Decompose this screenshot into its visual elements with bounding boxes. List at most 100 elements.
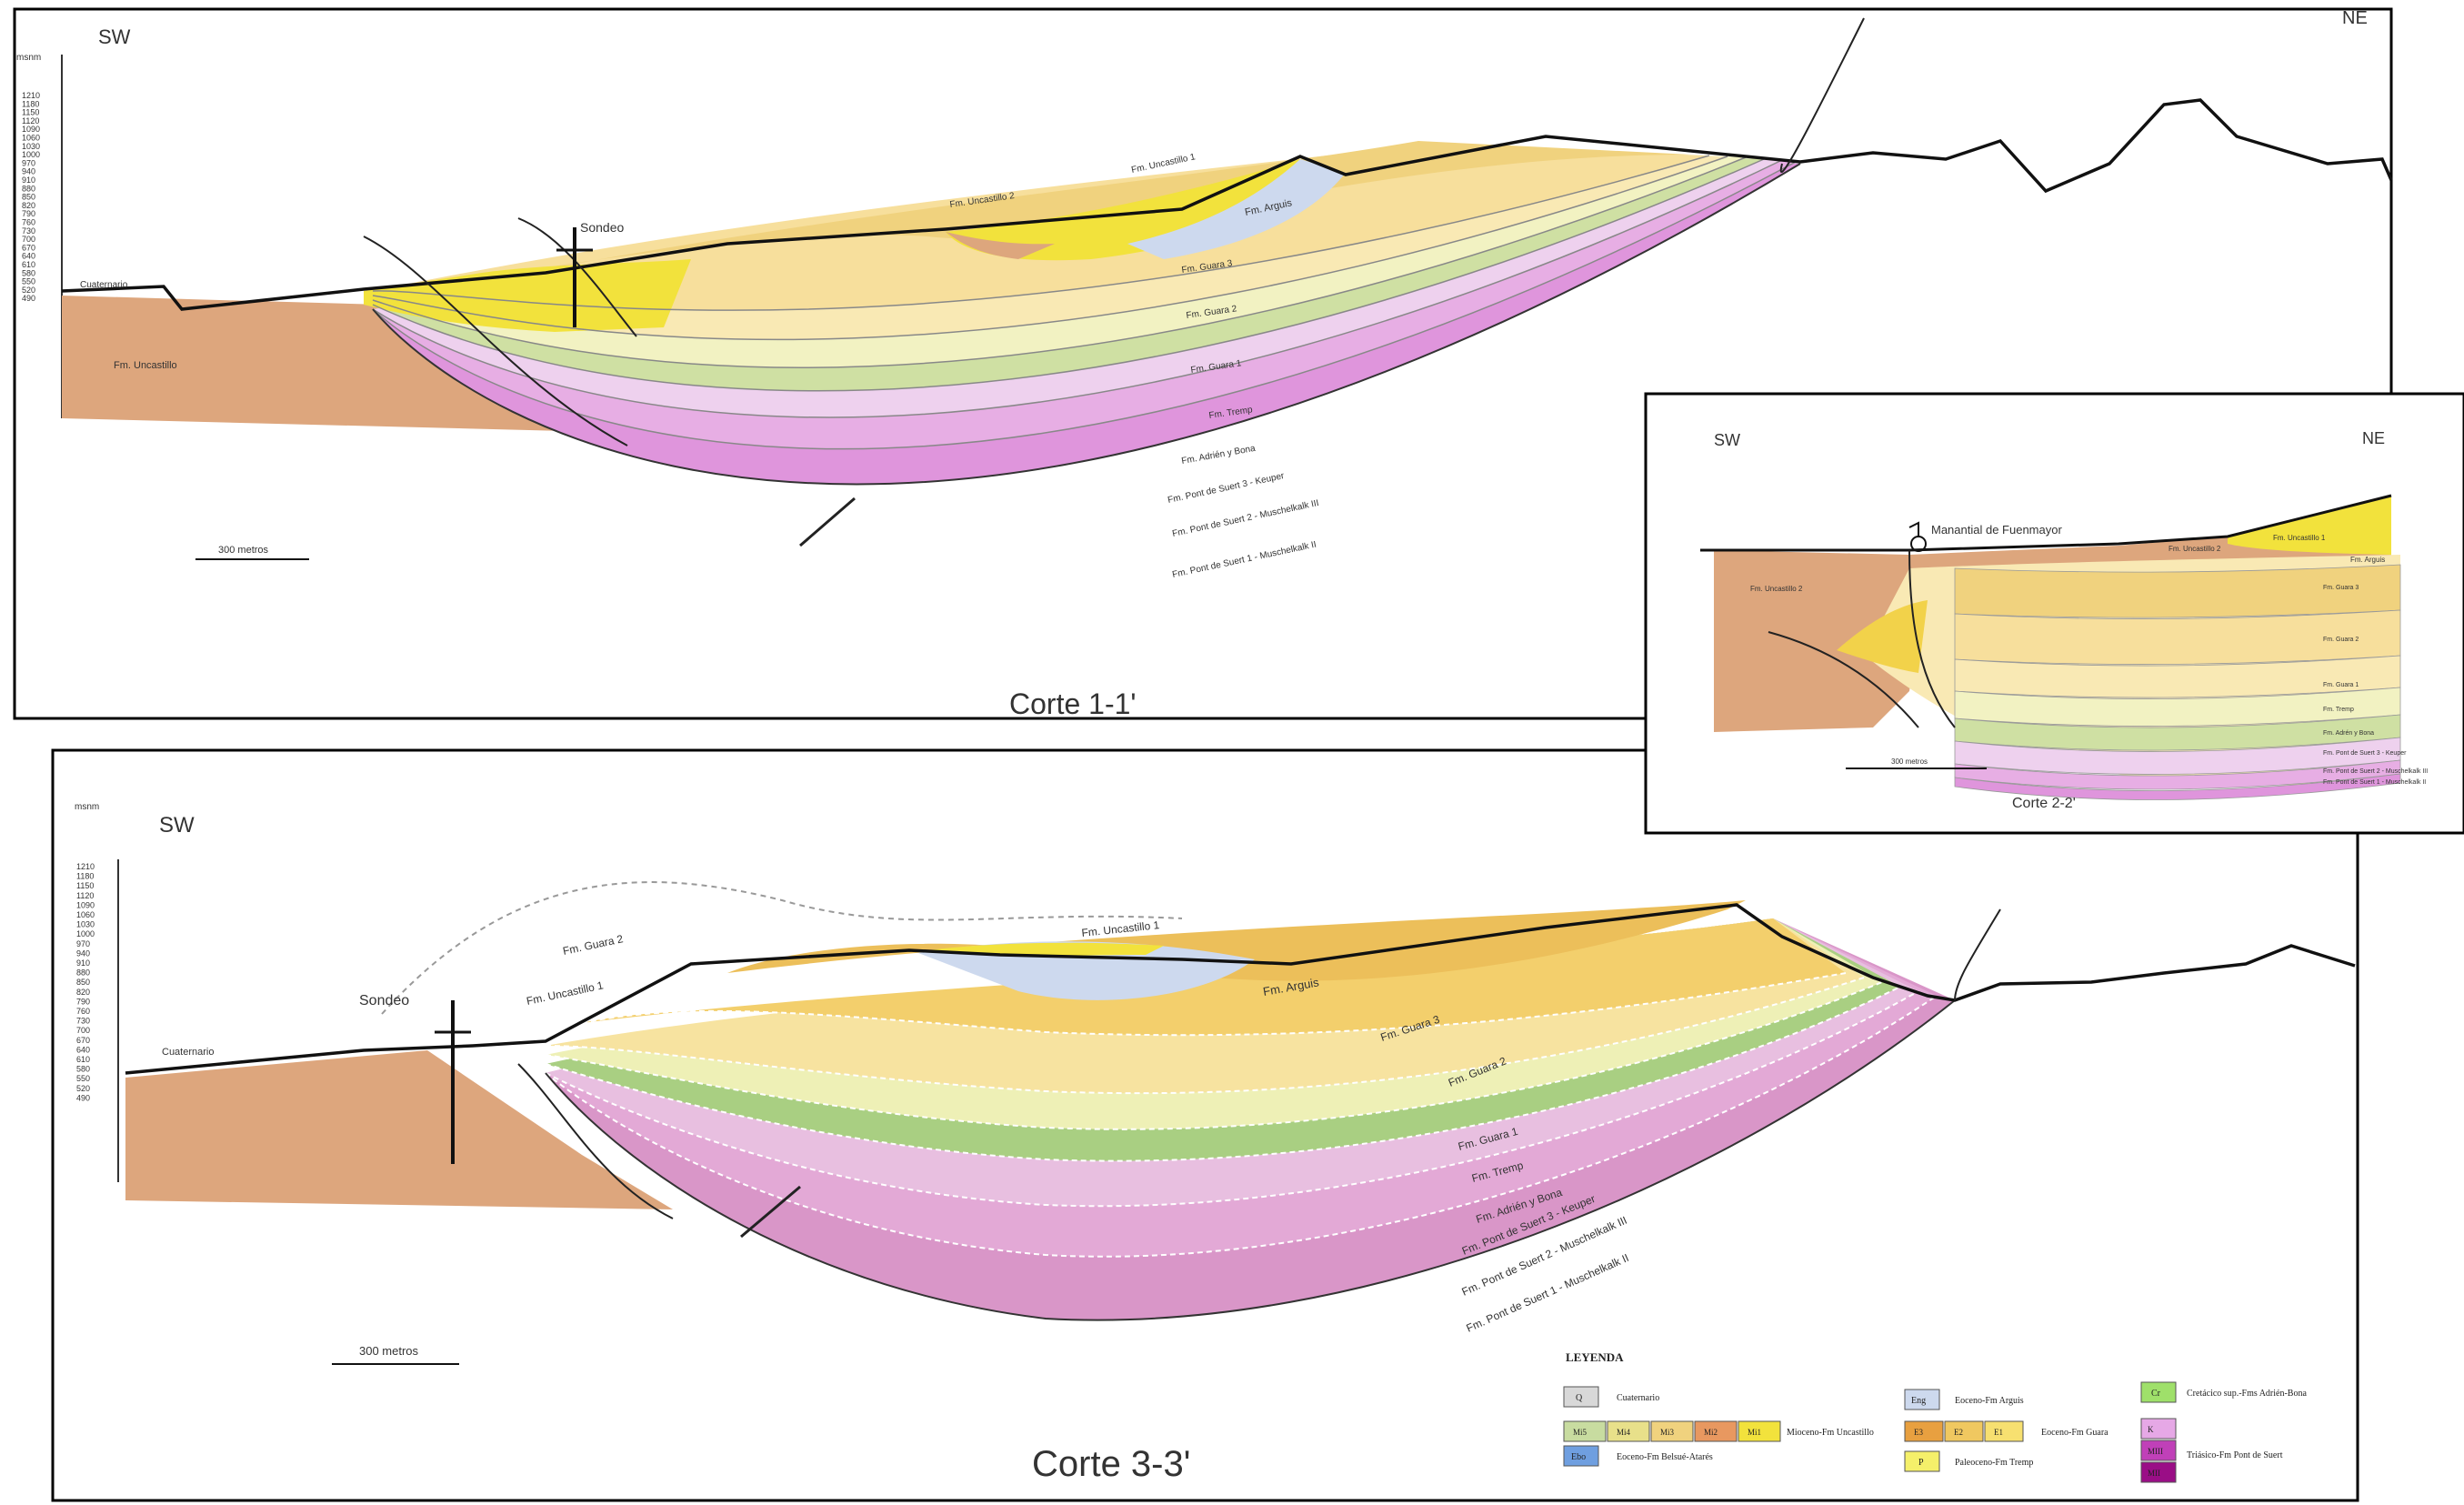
section-3-axis-unit: msnm	[75, 802, 99, 812]
legend-swatch	[1738, 1420, 1781, 1442]
axis-tick-label: 970	[76, 939, 90, 948]
legend-swatch	[1984, 1420, 2024, 1442]
legend-code: Mi4	[1617, 1428, 1631, 1437]
legend-code: Mi5	[1573, 1428, 1588, 1437]
axis-tick-label: 730	[76, 1017, 90, 1026]
legend-swatch	[1694, 1420, 1738, 1442]
axis-tick-label: 1000	[22, 150, 40, 159]
legend-q-code: Q	[1576, 1393, 1583, 1403]
legend-code: E3	[1914, 1428, 1923, 1437]
axis-tick-label: 1150	[76, 881, 94, 890]
section-3-fault-left	[517, 1063, 674, 1219]
axis-tick-label: 700	[76, 1026, 90, 1035]
axis-tick-label: 1180	[22, 99, 39, 108]
legend-code: E1	[1994, 1428, 2003, 1437]
legend-swatch	[1904, 1420, 1944, 1442]
section-3-sondeo-label: Sondeo	[359, 993, 409, 1008]
section-2-uncastillo2-top-label: Fm. Uncastillo 2	[2169, 545, 2221, 553]
section-3-layer-guara3	[727, 900, 1746, 981]
axis-tick-label: 940	[76, 948, 90, 958]
section-3-uncastillo-unit	[125, 1050, 673, 1209]
axis-tick-label: 1090	[76, 900, 95, 909]
section-1-scale-label: 300 metros	[218, 545, 269, 556]
layer-label: Fm. Pont de Suert 2 - Muschelkalk III	[2323, 768, 2428, 775]
axis-tick-label: 550	[76, 1074, 90, 1083]
legend-miocene-text: Mioceno-Fm Uncastillo	[1787, 1428, 1874, 1438]
section-2-manantial-label: Manantial de Fuenmayor	[1931, 523, 2062, 537]
legend-trias-text: Triásico-Fm Pont de Suert	[2187, 1450, 2283, 1460]
section-1-sw: SW	[98, 25, 131, 48]
legend-code: Mi2	[1704, 1428, 1718, 1437]
axis-tick-label: 790	[76, 997, 90, 1006]
layer-label: Fm. Adrén y Bona	[2323, 730, 2374, 737]
section-3-basal-contact	[545, 999, 1956, 1321]
section-3-eroded-profile	[381, 881, 1183, 1015]
axis-tick-label: 850	[76, 978, 90, 987]
section-1-cuaternario-label: Cuaternario	[80, 280, 128, 290]
axis-tick-label: 1150	[22, 108, 39, 117]
legend-code: MIII	[2148, 1447, 2163, 1456]
section-2-arguis-label: Fm. Arguis	[2350, 556, 2385, 564]
legend-eng-text: Eoceno-Fm Arguis	[1955, 1396, 2024, 1406]
axis-tick-label: 1060	[76, 910, 95, 919]
axis-tick-label: 1000	[76, 929, 95, 938]
section-3-axis-ticks: 1210118011501120109010601030100097094091…	[76, 862, 95, 1102]
layer-label: Fm. Tremp	[2323, 707, 2354, 713]
axis-tick-label: 520	[22, 286, 35, 295]
legend-cr-code: Cr	[2151, 1389, 2161, 1399]
axis-tick-label: 1120	[22, 116, 39, 125]
section-3-topography	[125, 903, 2356, 1075]
axis-tick-label: 910	[22, 176, 35, 185]
axis-tick-label: 490	[22, 294, 35, 303]
layer-label: Fm. Pont de Suert 3 - Keuper	[2323, 750, 2407, 757]
section-2-uncastillo2-left-label: Fm. Uncastillo 2	[1750, 585, 1803, 593]
section-3-title: Corte 3-3'	[1032, 1444, 1190, 1484]
section-1-topography	[61, 98, 2393, 311]
section-2-bands	[1954, 564, 2401, 800]
axis-tick-label: 610	[22, 260, 35, 269]
axis-tick-label: 610	[76, 1055, 90, 1064]
layer-label: Fm. Pont de Suert 1 - Muschelkalk II	[2323, 779, 2426, 786]
axis-tick-label: 520	[76, 1084, 90, 1093]
axis-tick-label: 580	[76, 1065, 90, 1074]
axis-tick-label: 640	[76, 1045, 90, 1054]
axis-tick-label: 820	[76, 988, 90, 997]
section-1-axis-unit: msnm	[16, 53, 41, 63]
legend-swatch	[1563, 1420, 1607, 1442]
legend-code: MII	[2148, 1469, 2160, 1478]
axis-tick-label: 1090	[22, 125, 40, 134]
layer-band	[1954, 564, 2401, 618]
section-2-spring-arrow-icon	[1908, 521, 1919, 537]
section-2-ne: NE	[2362, 429, 2385, 447]
layer-label: Fm. Guara 2	[2323, 637, 2359, 643]
axis-tick-label: 700	[22, 235, 35, 244]
section-1-sondeo-label: Sondeo	[580, 220, 624, 235]
legend-q-swatch	[1563, 1386, 1599, 1408]
legend-eng-code: Eng	[1911, 1396, 1926, 1406]
legend-swatch	[2140, 1440, 2177, 1461]
section-3-scale-label: 300 metros	[359, 1344, 419, 1358]
axis-tick-label: 580	[22, 268, 35, 277]
axis-tick-label: 550	[22, 277, 35, 286]
section-1-fault-right	[1779, 17, 1865, 173]
section-1-uncastillo-label: Fm. Uncastillo	[114, 360, 177, 371]
legend-cr-text: Cretácico sup.-Fms Adrién-Bona	[2187, 1389, 2307, 1399]
axis-tick-label: 1030	[22, 142, 40, 151]
section-1-thrust-arrow	[799, 497, 856, 547]
section-2: SW NE Manantial de Fuenmayor Fm. Uncasti…	[1644, 392, 2464, 835]
section-1-uncastillo2-body	[946, 232, 1055, 259]
section-1-uncastillo1-body	[946, 159, 1327, 261]
legend-ebo-code: Ebo	[1571, 1452, 1586, 1462]
section-2-fault-left	[1768, 631, 1919, 728]
axis-tick-label: 940	[22, 167, 35, 176]
section-2-guara-left	[1837, 600, 1928, 673]
legend-swatch	[1607, 1420, 1650, 1442]
layer-band	[1954, 773, 2401, 800]
axis-tick-label: 1210	[22, 91, 40, 100]
section-2-uncastillo1-label: Fm. Uncastillo 1	[2273, 534, 2326, 542]
section-2-sw: SW	[1714, 431, 1740, 449]
axis-tick-label: 790	[22, 209, 35, 218]
legend-ebo-swatch	[1563, 1445, 1599, 1467]
section-3-fault-right	[1954, 908, 2001, 1001]
